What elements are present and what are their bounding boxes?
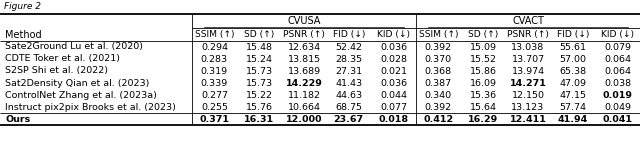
Text: 0.044: 0.044 (380, 91, 407, 100)
Text: 14.271: 14.271 (509, 79, 547, 87)
Text: 0.294: 0.294 (201, 42, 228, 52)
Text: FID (↓): FID (↓) (333, 30, 365, 39)
Text: SSIM (↑): SSIM (↑) (195, 30, 234, 39)
Text: 12.150: 12.150 (511, 91, 545, 100)
Text: 16.09: 16.09 (470, 79, 497, 87)
Text: KID (↓): KID (↓) (601, 30, 634, 39)
Text: 0.387: 0.387 (425, 79, 452, 87)
Text: 14.229: 14.229 (285, 79, 323, 87)
Text: FID (↓): FID (↓) (557, 30, 589, 39)
Text: 0.255: 0.255 (201, 102, 228, 112)
Text: 57.00: 57.00 (559, 54, 586, 64)
Text: 28.35: 28.35 (335, 54, 362, 64)
Text: 0.412: 0.412 (423, 114, 454, 124)
Text: 10.664: 10.664 (287, 102, 321, 112)
Text: 0.368: 0.368 (425, 66, 452, 75)
Text: 15.86: 15.86 (470, 66, 497, 75)
Text: 0.283: 0.283 (201, 54, 228, 64)
Text: 0.392: 0.392 (425, 42, 452, 52)
Text: 0.049: 0.049 (604, 102, 631, 112)
Text: 0.370: 0.370 (425, 54, 452, 64)
Text: 0.319: 0.319 (201, 66, 228, 75)
Text: Sate2Ground Lu et al. (2020): Sate2Ground Lu et al. (2020) (5, 42, 143, 52)
Text: CVACT: CVACT (512, 16, 544, 26)
Text: 15.36: 15.36 (470, 91, 497, 100)
Text: 0.036: 0.036 (380, 42, 407, 52)
Text: 13.038: 13.038 (511, 42, 545, 52)
Text: 13.689: 13.689 (287, 66, 321, 75)
Text: Instruct pix2pix Brooks et al. (2023): Instruct pix2pix Brooks et al. (2023) (5, 102, 176, 112)
Text: 0.021: 0.021 (380, 66, 407, 75)
Text: CDTE Toker et al. (2021): CDTE Toker et al. (2021) (5, 54, 120, 64)
Text: 0.077: 0.077 (380, 102, 407, 112)
Text: 68.75: 68.75 (335, 102, 362, 112)
Text: 15.09: 15.09 (470, 42, 497, 52)
Text: 0.392: 0.392 (425, 102, 452, 112)
Text: 0.028: 0.028 (380, 54, 407, 64)
Text: 12.411: 12.411 (509, 114, 547, 124)
Text: 27.31: 27.31 (335, 66, 362, 75)
Text: 13.974: 13.974 (511, 66, 545, 75)
Text: 13.707: 13.707 (511, 54, 545, 64)
Text: 52.42: 52.42 (335, 42, 362, 52)
Text: PSNR (↑): PSNR (↑) (283, 30, 325, 39)
Text: ControlNet Zhang et al. (2023a): ControlNet Zhang et al. (2023a) (5, 91, 157, 100)
Text: 0.277: 0.277 (201, 91, 228, 100)
Text: Figure 2: Figure 2 (4, 2, 41, 11)
Text: 15.24: 15.24 (246, 54, 273, 64)
Text: 15.73: 15.73 (246, 66, 273, 75)
Text: KID (↓): KID (↓) (377, 30, 410, 39)
Text: 0.018: 0.018 (378, 114, 409, 124)
Text: 0.079: 0.079 (604, 42, 631, 52)
Text: 15.64: 15.64 (470, 102, 497, 112)
Text: 0.371: 0.371 (200, 114, 229, 124)
Text: SD (↑): SD (↑) (468, 30, 499, 39)
Text: Method: Method (5, 29, 42, 40)
Text: 15.48: 15.48 (246, 42, 273, 52)
Text: 0.339: 0.339 (201, 79, 228, 87)
Text: CVUSA: CVUSA (287, 16, 321, 26)
Text: 47.15: 47.15 (559, 91, 586, 100)
Text: 15.76: 15.76 (246, 102, 273, 112)
Text: 57.74: 57.74 (559, 102, 586, 112)
Text: 16.29: 16.29 (468, 114, 499, 124)
Text: 65.38: 65.38 (559, 66, 586, 75)
Text: 11.182: 11.182 (287, 91, 321, 100)
Text: 15.52: 15.52 (470, 54, 497, 64)
Text: PSNR (↑): PSNR (↑) (507, 30, 549, 39)
Text: 0.038: 0.038 (604, 79, 631, 87)
Text: 12.000: 12.000 (285, 114, 323, 124)
Text: 41.94: 41.94 (557, 114, 588, 124)
Text: SSIM (↑): SSIM (↑) (419, 30, 458, 39)
Text: 0.340: 0.340 (425, 91, 452, 100)
Text: 0.064: 0.064 (604, 54, 631, 64)
Text: 0.064: 0.064 (604, 66, 631, 75)
Text: 0.019: 0.019 (603, 91, 632, 100)
Text: 15.22: 15.22 (246, 91, 273, 100)
Text: 13.123: 13.123 (511, 102, 545, 112)
Text: 41.43: 41.43 (335, 79, 362, 87)
Text: 13.815: 13.815 (287, 54, 321, 64)
Text: Ours: Ours (5, 114, 30, 124)
Text: Sat2Density Qian et al. (2023): Sat2Density Qian et al. (2023) (5, 79, 149, 87)
Text: 12.634: 12.634 (287, 42, 321, 52)
Text: SD (↑): SD (↑) (244, 30, 275, 39)
Text: 15.73: 15.73 (246, 79, 273, 87)
Text: 0.041: 0.041 (603, 114, 632, 124)
Text: 55.61: 55.61 (559, 42, 586, 52)
Text: S2SP Shi et al. (2022): S2SP Shi et al. (2022) (5, 66, 108, 75)
Text: 47.09: 47.09 (559, 79, 586, 87)
Text: 0.036: 0.036 (380, 79, 407, 87)
Text: 23.67: 23.67 (333, 114, 364, 124)
Text: 16.31: 16.31 (244, 114, 275, 124)
Text: 44.63: 44.63 (335, 91, 362, 100)
